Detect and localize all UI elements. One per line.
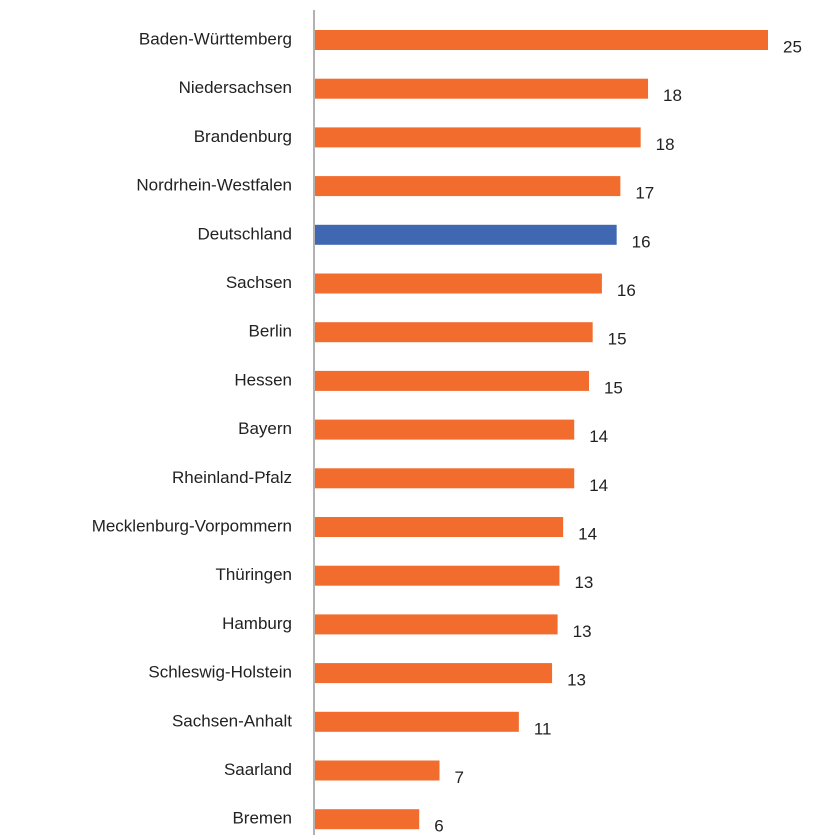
- value-label: 15: [608, 330, 627, 349]
- category-label: Schleswig-Holstein: [148, 663, 292, 682]
- bar: [315, 614, 558, 635]
- category-label: Hamburg: [222, 614, 292, 633]
- bar: [315, 711, 519, 732]
- value-label: 6: [434, 817, 443, 835]
- value-label: 15: [604, 378, 623, 397]
- value-label: 14: [578, 524, 597, 543]
- value-label: 14: [589, 476, 608, 495]
- value-label: 13: [574, 573, 593, 592]
- value-label: 14: [589, 427, 608, 446]
- category-label: Berlin: [249, 322, 292, 341]
- value-label: 13: [573, 622, 592, 641]
- value-label: 16: [632, 232, 651, 251]
- category-label: Sachsen-Anhalt: [172, 711, 292, 730]
- category-label: Deutschland: [197, 224, 292, 243]
- category-label: Niedersachsen: [179, 78, 292, 97]
- bar: [315, 273, 602, 294]
- bar: [315, 419, 575, 440]
- category-label: Saarland: [224, 760, 292, 779]
- category-label: Nordrhein-Westfalen: [136, 176, 292, 195]
- bar: [315, 224, 617, 245]
- value-label: 13: [567, 671, 586, 690]
- value-label: 25: [783, 37, 802, 56]
- bar: [315, 176, 621, 197]
- value-label: 18: [656, 135, 675, 154]
- value-label: 17: [635, 184, 654, 203]
- category-label: Thüringen: [215, 565, 292, 584]
- bar: [315, 370, 589, 391]
- category-label: Bremen: [232, 809, 292, 828]
- category-label: Mecklenburg-Vorpommern: [92, 516, 292, 535]
- bar: [315, 760, 440, 781]
- category-label: Brandenburg: [194, 127, 292, 146]
- category-label: Hessen: [234, 370, 292, 389]
- bar: [315, 565, 560, 586]
- category-label: Baden-Württemberg: [139, 29, 292, 48]
- bar: [315, 809, 420, 830]
- value-label: 18: [663, 86, 682, 105]
- category-label: Rheinland-Pfalz: [172, 468, 292, 487]
- bar: [315, 322, 593, 343]
- bar: [315, 517, 564, 537]
- value-label: 7: [454, 768, 463, 787]
- value-label: 16: [617, 281, 636, 300]
- bar: [315, 468, 575, 489]
- bar: [315, 78, 649, 99]
- bar: [315, 30, 768, 50]
- category-label: Sachsen: [226, 273, 292, 292]
- value-label: 11: [534, 719, 552, 738]
- bar: [315, 127, 641, 148]
- category-label: Bayern: [238, 419, 292, 438]
- bar: [315, 663, 553, 684]
